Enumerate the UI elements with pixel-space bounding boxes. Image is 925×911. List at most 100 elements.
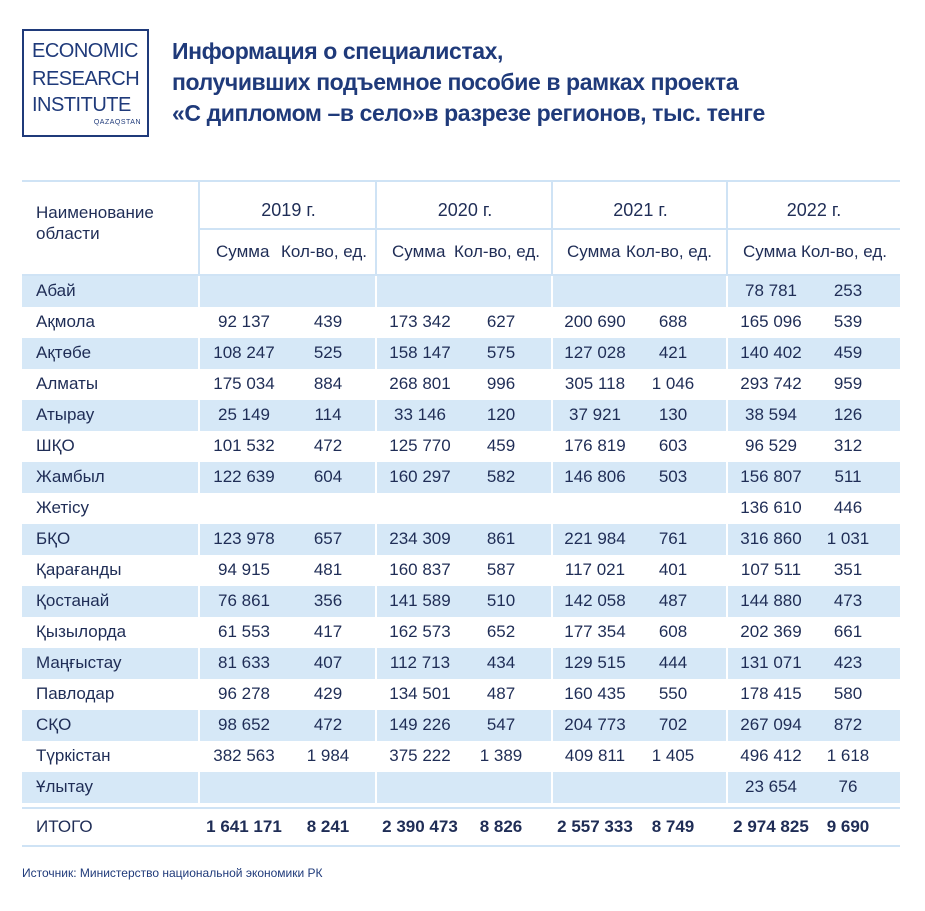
column-separator	[726, 524, 728, 555]
region-name: СҚО	[36, 715, 72, 734]
count-cell: 872	[833, 715, 863, 734]
count-cell: 511	[834, 467, 862, 486]
header-separator	[375, 182, 377, 274]
count-cell: 627	[486, 312, 516, 331]
region-name: Атырау	[36, 405, 95, 424]
table-row: Қызылорда 61 553 417 162 573 652 177 354 608 20…	[22, 617, 900, 648]
count-cell: 661	[833, 622, 863, 641]
count-cell: 652	[486, 622, 516, 641]
count-cell: 446	[833, 498, 863, 517]
year-header: 2019 г.	[261, 200, 316, 220]
column-separator	[375, 462, 377, 493]
column-separator	[375, 400, 377, 431]
count-cell: 525	[313, 343, 343, 362]
logo-line-4: QAZAQSTAN	[93, 119, 141, 126]
table-row: Абай 78 781 253	[22, 276, 900, 307]
sum-cell: 96 278	[218, 684, 270, 703]
column-separator	[551, 338, 553, 369]
sum-cell: 134 501	[389, 684, 451, 703]
count-cell: 439	[313, 312, 343, 331]
region-name: Абай	[36, 281, 76, 300]
sum-cell: 131 071	[740, 653, 802, 672]
column-separator	[551, 710, 553, 741]
count-cell: 510	[486, 591, 516, 610]
total-count-cell: 8 749	[651, 817, 695, 836]
column-separator	[726, 338, 728, 369]
count-cell: 312	[833, 436, 863, 455]
region-name: Павлодар	[36, 684, 115, 703]
page-title: Информация о специалистах, получивших по…	[172, 36, 765, 129]
table-row: Түркістан 382 563 1 984 375 222 1 389 409 811…	[22, 741, 900, 772]
sum-cell: 305 118	[564, 374, 626, 393]
column-separator	[375, 772, 377, 803]
column-separator	[726, 462, 728, 493]
region-name: Қарағанды	[36, 560, 122, 579]
count-cell: 1 046	[651, 374, 695, 393]
column-separator	[198, 586, 200, 617]
column-separator	[198, 400, 200, 431]
sum-cell: 177 354	[564, 622, 626, 641]
count-cell: 417	[313, 622, 343, 641]
column-separator	[551, 586, 553, 617]
count-cell: 1 618	[826, 746, 870, 765]
sum-cell: 221 984	[564, 529, 626, 548]
column-separator	[726, 400, 728, 431]
count-cell: 351	[833, 560, 863, 579]
count-cell: 472	[313, 715, 343, 734]
data-table: Наименование области 2019 г. Сумма Кол-во, …	[22, 180, 900, 847]
count-cell: 444	[658, 653, 688, 672]
count-cell: 1 031	[826, 529, 870, 548]
total-count-cell: 8 241	[306, 817, 350, 836]
column-separator	[198, 338, 200, 369]
year-block: 2022 г. Сумма Кол-во, ед.	[728, 182, 900, 274]
table-row: СҚО 98 652 472 149 226 547 204 773 702 267 094 8…	[22, 710, 900, 741]
region-name: Алматы	[36, 374, 99, 393]
logo-line-1: ECONOMIC	[32, 40, 139, 62]
sum-cell: 293 742	[740, 374, 802, 393]
column-separator	[726, 772, 728, 803]
column-separator	[726, 648, 728, 679]
header-separator	[551, 182, 553, 274]
table-header: Наименование области 2019 г. Сумма Кол-во, …	[22, 180, 900, 276]
count-cell: 459	[833, 343, 863, 362]
sum-cell: 141 589	[389, 591, 451, 610]
total-count-cell: 8 826	[479, 817, 523, 836]
column-separator	[198, 524, 200, 555]
count-cell: 550	[658, 684, 688, 703]
count-cell: 487	[486, 684, 516, 703]
sum-cell: 204 773	[564, 715, 626, 734]
column-separator	[726, 710, 728, 741]
column-separator	[551, 772, 553, 803]
sum-cell: 146 806	[564, 467, 626, 486]
sum-cell: 101 532	[213, 436, 275, 455]
count-cell: 401	[658, 560, 688, 579]
count-cell: 996	[486, 374, 516, 393]
header-separator	[198, 182, 200, 274]
column-separator	[198, 648, 200, 679]
total-sum-cell: 1 641 171	[206, 817, 282, 836]
column-separator	[551, 276, 553, 307]
column-separator	[375, 586, 377, 617]
source-note: Источник: Министерство национальной экон…	[22, 866, 323, 880]
year-block: 2021 г. Сумма Кол-во, ед.	[553, 182, 728, 274]
sum-cell: 200 690	[564, 312, 626, 331]
count-cell: 1 984	[306, 746, 350, 765]
sum-cell: 156 807	[740, 467, 802, 486]
count-cell: 861	[486, 529, 516, 548]
count-cell: 503	[658, 467, 688, 486]
sum-cell: 178 415	[740, 684, 802, 703]
sum-cell: 409 811	[564, 746, 626, 765]
sum-cell: 61 553	[218, 622, 270, 641]
count-cell: 884	[313, 374, 343, 393]
region-name: Түркістан	[36, 746, 111, 765]
column-separator	[198, 276, 200, 307]
column-separator	[375, 710, 377, 741]
title-line-1: Информация о специалистах,	[172, 38, 503, 64]
sum-cell: 38 594	[745, 405, 797, 424]
region-name: Ақмола	[36, 312, 95, 331]
year-underline	[553, 228, 728, 230]
sum-cell: 108 247	[213, 343, 275, 362]
table-row: Қостанай 76 861 356 141 589 510 142 058 487 144…	[22, 586, 900, 617]
count-cell: 487	[658, 591, 688, 610]
region-header-line: Наименование	[36, 203, 154, 222]
